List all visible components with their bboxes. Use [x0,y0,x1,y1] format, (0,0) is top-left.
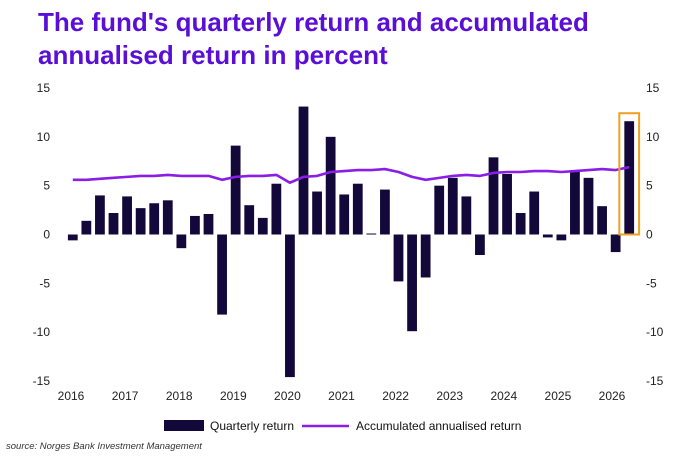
bar [176,234,187,249]
bar [312,191,322,235]
accumulated-return-line [72,165,630,185]
bar [203,213,214,235]
y-axis-right: 15 10 5 0 -5 -10 -15 [646,81,664,388]
legend-bar-swatch [164,420,204,431]
latest-quarter-highlight [618,112,641,236]
y-tick-label-right: 10 [646,130,660,144]
bar [461,196,472,235]
legend: Quarterly return Accumulated annualised … [164,419,521,433]
y-tick-label-right: 5 [646,179,653,193]
x-tick-label: 2017 [112,389,139,403]
bar [325,136,336,235]
bar [366,233,377,235]
legend-bar-label: Quarterly return [210,419,294,433]
bar [257,217,268,235]
y-tick-label-left: -15 [33,374,51,388]
y-tick-label-right: 0 [646,228,653,242]
bar [624,121,635,235]
x-tick-label: 2020 [274,389,301,403]
bar [190,215,200,235]
source-note: source: Norges Bank Investment Managemen… [6,441,202,452]
y-tick-label-left: -5 [39,276,50,290]
bar [597,206,607,235]
legend-line-label: Accumulated annualised return [356,419,521,433]
y-tick-label-left: -10 [33,325,51,339]
bar [570,171,580,235]
bar [434,185,445,235]
x-tick-label: 2022 [382,389,409,403]
y-tick-label-right: 15 [646,81,660,95]
bar [556,234,567,241]
bar [162,200,173,235]
y-tick-label-right: -5 [646,276,657,290]
bar [488,157,499,235]
bar [515,213,526,235]
y-tick-label-left: 0 [43,228,50,242]
bar [298,106,309,235]
bar [108,213,119,235]
x-axis: 2016 2017 2018 2019 2020 2021 2022 2023 2024 2025… [58,389,626,403]
bar [393,234,404,282]
bar [447,177,458,235]
bar [380,189,390,235]
x-tick-label: 2026 [599,389,626,403]
y-tick-label-left: 15 [37,81,51,95]
line-series [72,165,630,185]
bar [285,234,295,378]
bar [475,234,485,256]
bar [610,234,621,253]
bar [339,194,350,235]
y-tick-label-left: 10 [37,130,51,144]
bar [135,208,146,235]
bar [244,205,255,235]
y-tick-label-left: 5 [43,179,50,193]
bar [583,177,594,235]
bar [149,203,160,235]
bar [81,220,92,235]
bar [529,191,540,235]
x-tick-label: 2021 [328,389,355,403]
bar [542,234,553,238]
x-tick-label: 2019 [220,389,247,403]
y-tick-label-right: -15 [646,374,664,388]
chart-title: The fund's quarterly return and accumula… [38,7,589,70]
bar [122,196,132,235]
bar-series [67,106,635,378]
x-tick-label: 2016 [58,389,85,403]
x-tick-label: 2023 [436,389,463,403]
x-tick-label: 2024 [490,389,517,403]
bar [420,234,431,278]
bar [67,234,78,241]
bar [352,183,363,235]
x-tick-label: 2025 [545,389,572,403]
x-tick-label: 2018 [166,389,193,403]
bar [95,195,105,235]
y-axis-left: 15 10 5 0 -5 -10 -15 [33,81,51,388]
y-tick-label-right: -10 [646,325,664,339]
bar [230,145,241,235]
highlight-box [618,112,641,236]
bar [271,183,282,235]
bar [502,173,512,235]
bar [407,234,417,332]
bar [217,234,227,315]
